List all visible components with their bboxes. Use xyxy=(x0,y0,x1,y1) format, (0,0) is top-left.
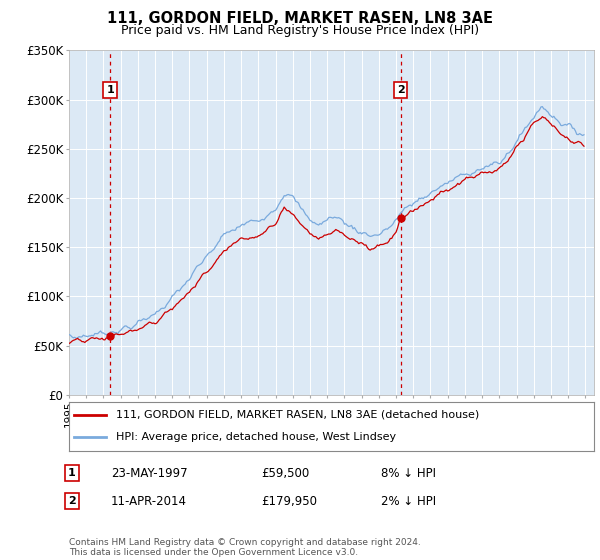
Text: HPI: Average price, detached house, West Lindsey: HPI: Average price, detached house, West… xyxy=(116,432,397,442)
Text: 23-MAY-1997: 23-MAY-1997 xyxy=(111,466,188,480)
Text: 2% ↓ HPI: 2% ↓ HPI xyxy=(381,494,436,508)
Text: 8% ↓ HPI: 8% ↓ HPI xyxy=(381,466,436,480)
Text: 1: 1 xyxy=(68,468,76,478)
Text: Contains HM Land Registry data © Crown copyright and database right 2024.
This d: Contains HM Land Registry data © Crown c… xyxy=(69,538,421,557)
Text: £59,500: £59,500 xyxy=(261,466,309,480)
Text: 111, GORDON FIELD, MARKET RASEN, LN8 3AE (detached house): 111, GORDON FIELD, MARKET RASEN, LN8 3AE… xyxy=(116,410,479,420)
Text: 11-APR-2014: 11-APR-2014 xyxy=(111,494,187,508)
Text: 2: 2 xyxy=(68,496,76,506)
Text: 2: 2 xyxy=(397,85,404,95)
Text: 111, GORDON FIELD, MARKET RASEN, LN8 3AE: 111, GORDON FIELD, MARKET RASEN, LN8 3AE xyxy=(107,11,493,26)
Text: Price paid vs. HM Land Registry's House Price Index (HPI): Price paid vs. HM Land Registry's House … xyxy=(121,24,479,36)
Text: 1: 1 xyxy=(106,85,114,95)
Text: £179,950: £179,950 xyxy=(261,494,317,508)
